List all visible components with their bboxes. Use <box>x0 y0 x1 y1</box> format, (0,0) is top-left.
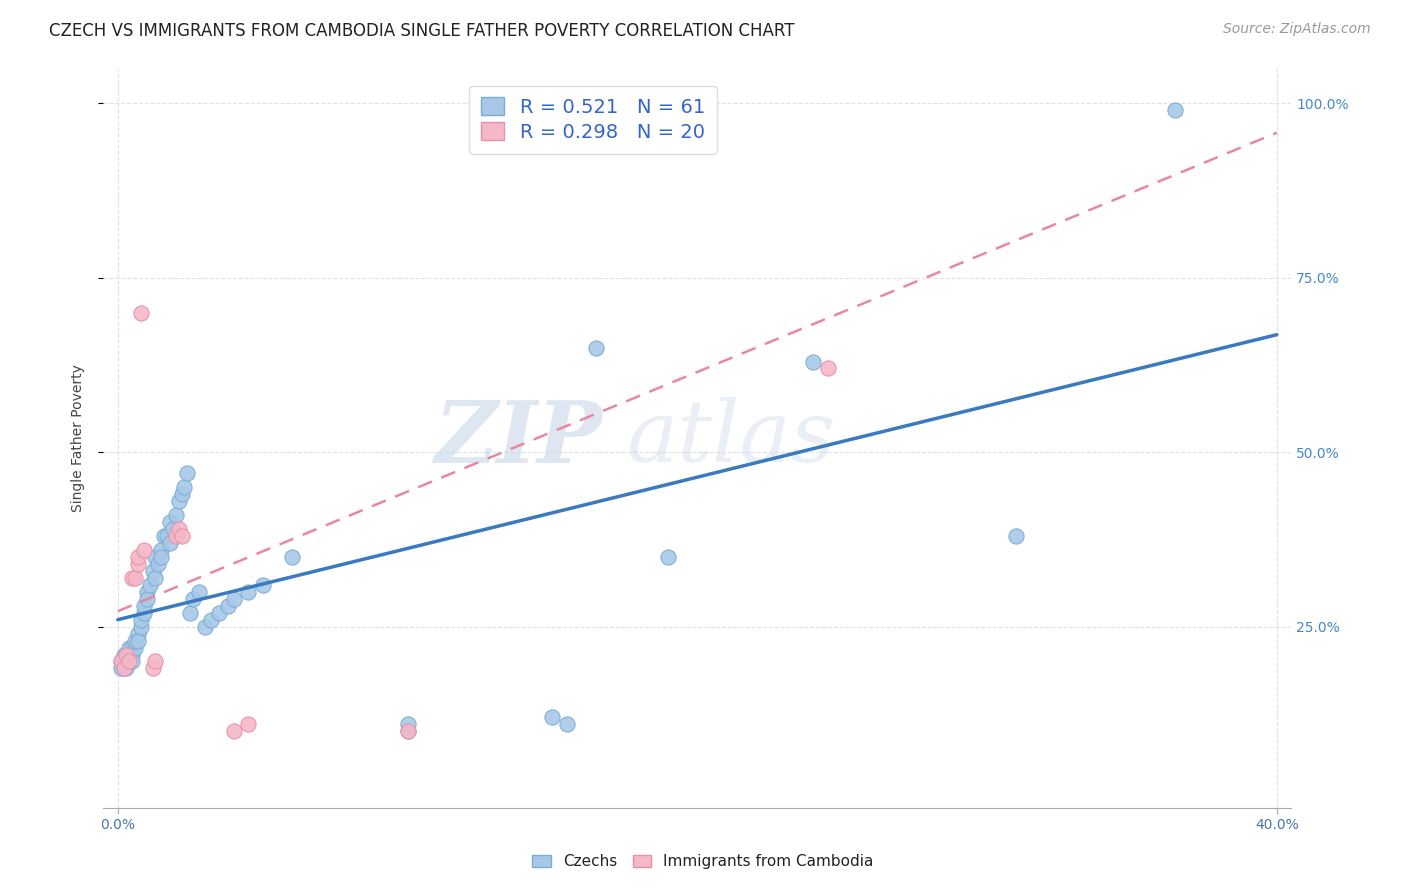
Point <box>200 613 222 627</box>
Point <box>222 591 245 606</box>
Point <box>165 529 187 543</box>
Legend: R = 0.521   N = 61, R = 0.298   N = 20: R = 0.521 N = 61, R = 0.298 N = 20 <box>470 86 717 153</box>
Point <box>145 549 167 564</box>
Point <box>110 655 132 669</box>
Point <box>112 655 135 669</box>
Point <box>121 571 143 585</box>
Point <box>176 466 198 480</box>
Point <box>129 619 152 633</box>
Point <box>112 661 135 675</box>
Point <box>498 103 520 118</box>
Text: ZIP: ZIP <box>434 397 602 480</box>
Point <box>129 613 152 627</box>
Point <box>110 661 132 675</box>
Point <box>145 571 167 585</box>
Text: atlas: atlas <box>626 397 835 480</box>
Point <box>115 648 138 662</box>
Point <box>118 640 141 655</box>
Point <box>142 661 165 675</box>
Point <box>585 341 607 355</box>
Point <box>1005 529 1028 543</box>
Point <box>238 717 260 731</box>
Point <box>127 549 149 564</box>
Point <box>118 655 141 669</box>
Y-axis label: Single Father Poverty: Single Father Poverty <box>72 364 86 512</box>
Point <box>138 578 160 592</box>
Point <box>170 487 193 501</box>
Point <box>159 515 181 529</box>
Point <box>142 564 165 578</box>
Point <box>167 494 190 508</box>
Point <box>110 655 132 669</box>
Point <box>132 542 155 557</box>
Point <box>121 655 143 669</box>
Point <box>132 599 155 613</box>
Point <box>173 480 195 494</box>
Point <box>115 655 138 669</box>
Point <box>165 508 187 522</box>
Point <box>170 529 193 543</box>
Point <box>179 606 201 620</box>
Point <box>118 648 141 662</box>
Point <box>817 361 839 376</box>
Point <box>555 717 578 731</box>
Point <box>124 640 146 655</box>
Point <box>135 591 157 606</box>
Point <box>124 633 146 648</box>
Point <box>238 584 260 599</box>
Point <box>153 529 176 543</box>
Point <box>124 571 146 585</box>
Point <box>112 648 135 662</box>
Text: CZECH VS IMMIGRANTS FROM CAMBODIA SINGLE FATHER POVERTY CORRELATION CHART: CZECH VS IMMIGRANTS FROM CAMBODIA SINGLE… <box>49 22 794 40</box>
Point <box>115 661 138 675</box>
Point <box>541 710 564 724</box>
Point <box>121 640 143 655</box>
Legend: Czechs, Immigrants from Cambodia: Czechs, Immigrants from Cambodia <box>526 848 880 875</box>
Point <box>121 648 143 662</box>
Point <box>208 606 231 620</box>
Point <box>115 648 138 662</box>
Point <box>280 549 302 564</box>
Point <box>132 606 155 620</box>
Point <box>396 724 419 739</box>
Point <box>127 626 149 640</box>
Point <box>127 633 149 648</box>
Text: Source: ZipAtlas.com: Source: ZipAtlas.com <box>1223 22 1371 37</box>
Point <box>181 591 204 606</box>
Point <box>167 522 190 536</box>
Point <box>129 306 152 320</box>
Point <box>127 557 149 571</box>
Point <box>150 549 173 564</box>
Point <box>252 578 274 592</box>
Point <box>657 549 679 564</box>
Point <box>1164 103 1187 118</box>
Point <box>112 661 135 675</box>
Point <box>396 717 419 731</box>
Point <box>194 619 217 633</box>
Point <box>159 536 181 550</box>
Point <box>118 655 141 669</box>
Point <box>135 584 157 599</box>
Point <box>150 542 173 557</box>
Point <box>162 522 184 536</box>
Point <box>187 584 209 599</box>
Point <box>156 529 179 543</box>
Point <box>145 655 167 669</box>
Point <box>396 724 419 739</box>
Point <box>217 599 239 613</box>
Point <box>148 557 170 571</box>
Point <box>801 354 824 368</box>
Point <box>222 724 245 739</box>
